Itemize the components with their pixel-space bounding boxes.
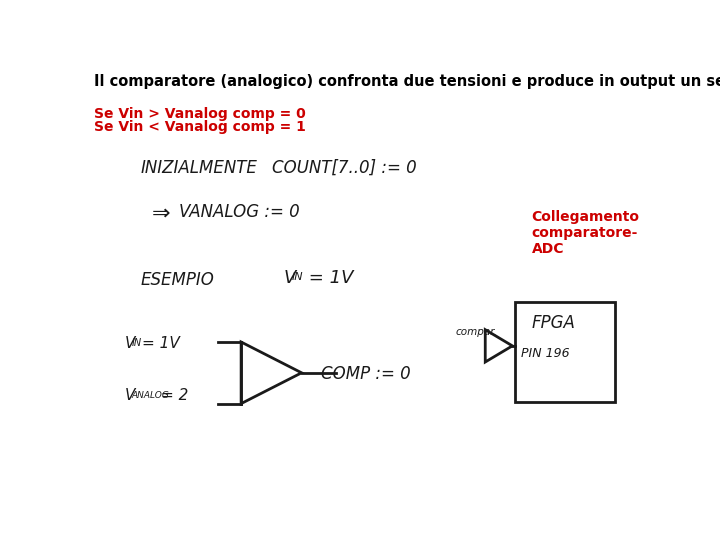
- Text: = 1V: = 1V: [303, 269, 354, 287]
- Text: Se Vin < Vanalog comp = 1: Se Vin < Vanalog comp = 1: [94, 120, 306, 134]
- Text: INIZIALMENTE: INIZIALMENTE: [140, 159, 257, 177]
- Text: V: V: [125, 336, 135, 351]
- Text: IN: IN: [292, 272, 303, 282]
- Text: V: V: [284, 269, 296, 287]
- Bar: [515, 302, 616, 402]
- Text: FPGA: FPGA: [532, 314, 575, 332]
- Text: Se Vin > Vanalog comp = 0: Se Vin > Vanalog comp = 0: [94, 107, 305, 121]
- Text: VANALOG := 0: VANALOG := 0: [179, 204, 300, 221]
- Text: COUNT[7..0] := 0: COUNT[7..0] := 0: [272, 159, 417, 177]
- Text: compar.: compar.: [456, 327, 498, 336]
- Text: IN: IN: [132, 338, 142, 348]
- Text: Collegamento
comparatore-
ADC: Collegamento comparatore- ADC: [532, 210, 640, 256]
- Text: ANALOG: ANALOG: [132, 390, 170, 400]
- Text: ESEMPIO: ESEMPIO: [140, 271, 215, 289]
- Text: PIN 196: PIN 196: [521, 347, 570, 360]
- Text: Il comparatore (analogico) confronta due tensioni e produce in output un segnale: Il comparatore (analogico) confronta due…: [94, 74, 720, 89]
- Text: V: V: [125, 388, 135, 403]
- Text: = 2: = 2: [161, 388, 188, 403]
- Text: = 1V: = 1V: [142, 336, 180, 351]
- Text: ⇒: ⇒: [152, 204, 171, 224]
- Text: COMP := 0: COMP := 0: [321, 365, 410, 383]
